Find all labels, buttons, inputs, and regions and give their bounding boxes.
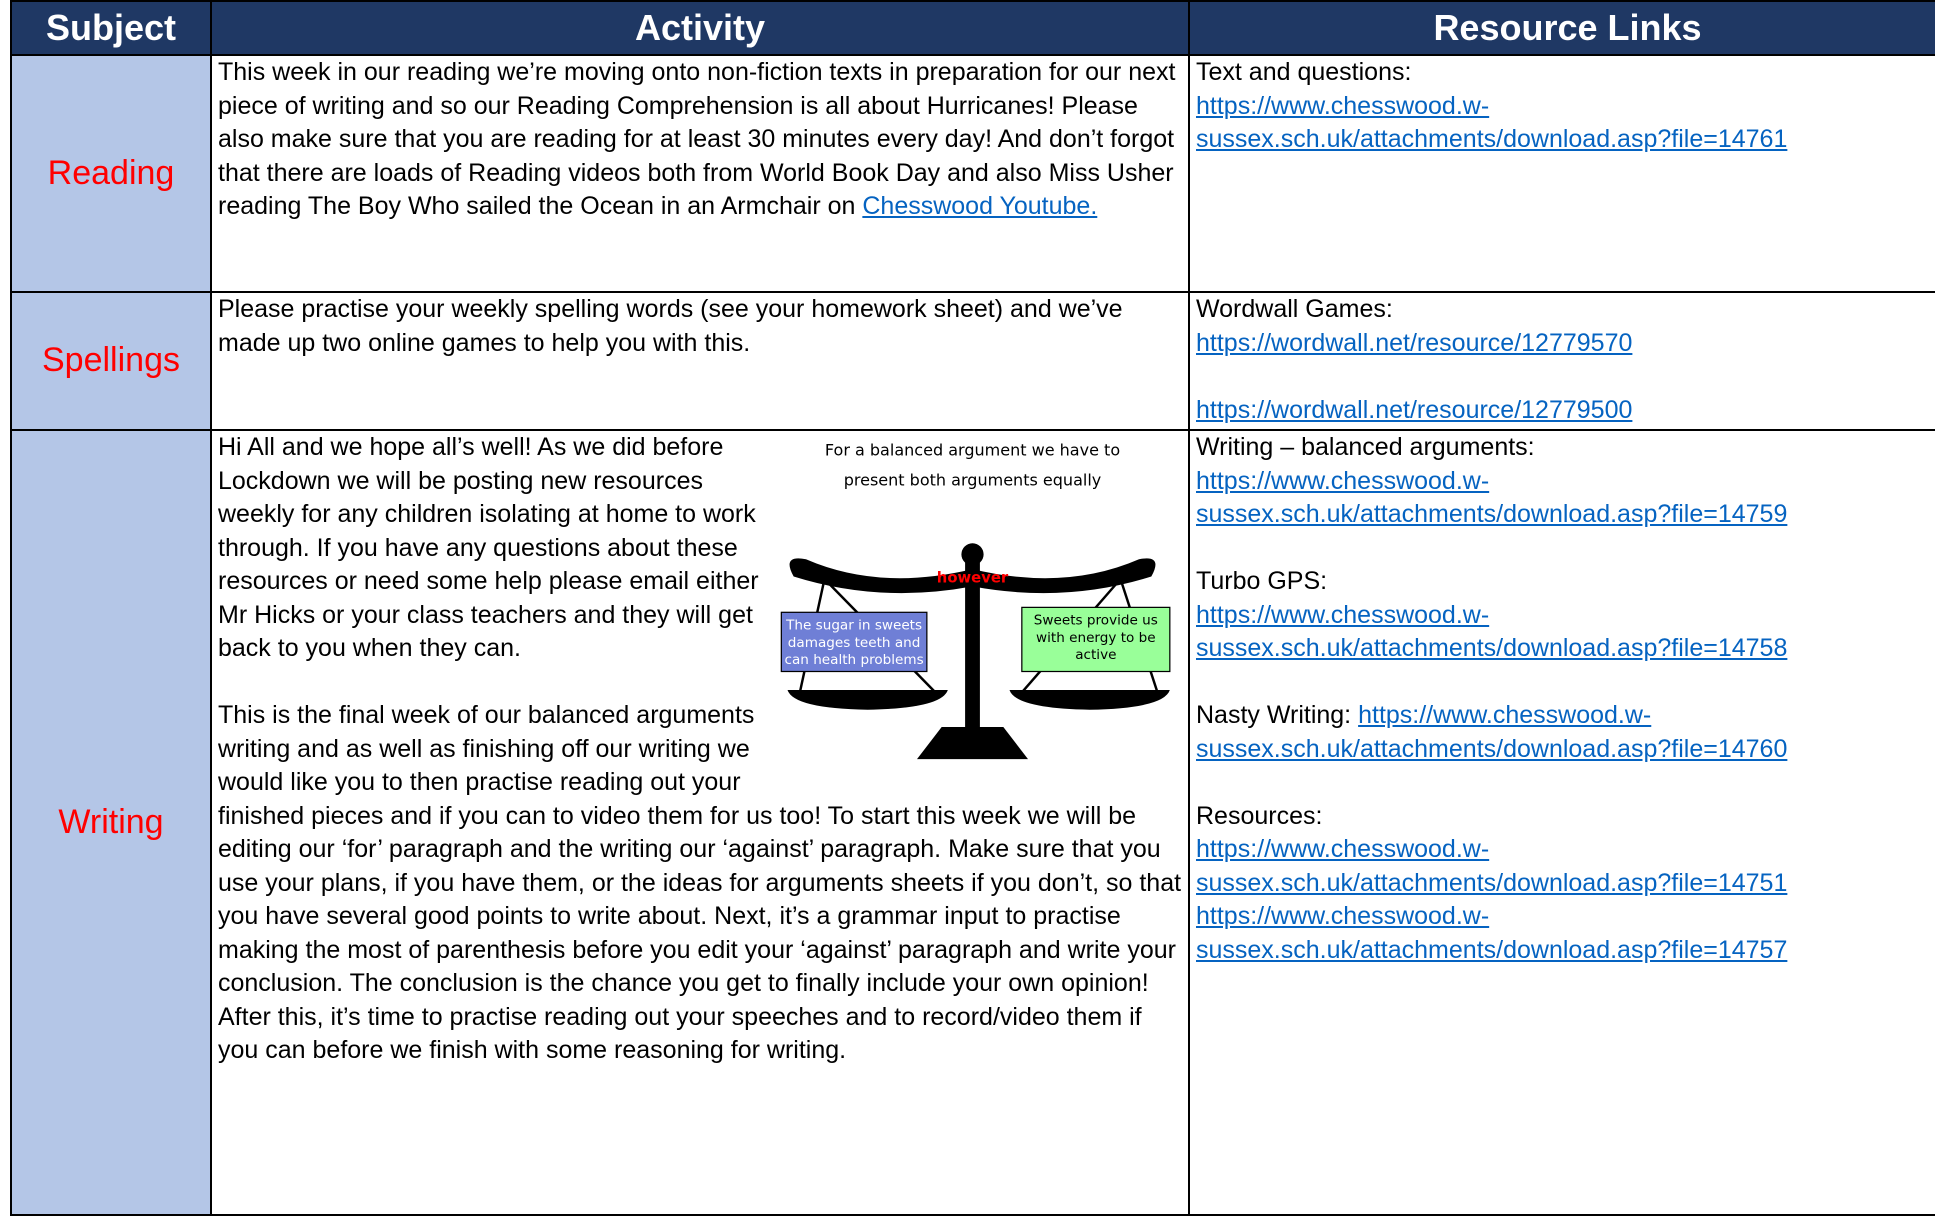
right-text: Sweets provide us with energy to be acti… [1033, 612, 1158, 663]
figure-title: For a balanced argument we have to presen… [825, 441, 1120, 490]
label: Wordwall Games: [1196, 295, 1393, 323]
pole [965, 554, 980, 740]
label: Nasty Writing: [1196, 701, 1352, 729]
label: Resources: [1196, 801, 1323, 830]
base [917, 727, 1028, 760]
balance-figure: For a balanced argument we have to presen… [780, 441, 1171, 760]
header-cell: Activity [210, 0, 1190, 56]
right-box [1021, 606, 1171, 673]
left-box [780, 611, 928, 673]
label: Writing – balanced arguments: [1196, 433, 1535, 461]
right-box-text: Sweets provide us with energy to be acti… [1033, 612, 1158, 663]
left-box-text: The sugar in sweets damages teeth and ca… [784, 617, 924, 668]
text: This week in our reading we’re moving on… [218, 58, 1176, 220]
link[interactable]: https://www.chesswood.w-sussex.sch.uk/at… [1196, 835, 1788, 897]
link[interactable]: https://www.chesswood.w-sussex.sch.uk/at… [1196, 91, 1788, 154]
activity: Please practise your weekly spelling wor… [210, 291, 1190, 431]
link[interactable]: https://www.chesswood.w-sussex.sch.uk/at… [1196, 902, 1788, 964]
link[interactable]: https://wordwall.net/resource/12779570 [1196, 328, 1633, 357]
activity: For a balanced argument we have to presen… [210, 429, 1190, 1216]
label: Turbo GPS: [1196, 567, 1328, 595]
timetable: Subject Activity Resource Links Reading … [10, 0, 1935, 1216]
resources: Text and questions: https://www.chesswoo… [1188, 54, 1935, 293]
resource-item: Resources: https://www.chesswood.w-susse… [1196, 800, 1935, 968]
link[interactable]: https://www.chesswood.w-sussex.sch.uk/at… [1196, 600, 1788, 663]
subject: Spellings [10, 291, 212, 431]
link[interactable]: https://www.chesswood.w-sussex.sch.uk/at… [1196, 701, 1788, 763]
row: Reading This week in our reading we’re m… [10, 54, 1935, 293]
row: Spellings Please practise your weekly sp… [10, 291, 1935, 431]
resources: Writing – balanced arguments: https://ww… [1188, 429, 1935, 1216]
link[interactable]: https://www.chesswood.w-sussex.sch.uk/at… [1196, 466, 1788, 529]
left-text: The sugar in sweets damages teeth and ca… [784, 617, 924, 668]
resource-item: Turbo GPS: https://www.chesswood.w-susse… [1196, 565, 1935, 666]
paragraph: This is the final week of our balanced a… [218, 701, 1182, 1064]
pan [787, 690, 948, 710]
connective: however [937, 570, 1009, 587]
text: Please practise your weekly spelling wor… [218, 295, 1123, 357]
spacer: https://wordwall.net/resource/12779500 [1196, 394, 1935, 428]
paragraph: Hi All and we hope all’s well! As we did… [218, 433, 759, 662]
link[interactable]: https://wordwall.net/resource/12779500 [1196, 395, 1633, 424]
row: Writing For a balanced argument we have … [10, 429, 1935, 1216]
header-row: Subject Activity Resource Links [10, 0, 1935, 56]
label: Text and questions: [1196, 58, 1412, 86]
resource-item: Nasty Writing: https://www.chesswood.w-s… [1196, 699, 1935, 766]
subject: Writing [10, 429, 212, 1216]
header-cell: Subject [10, 0, 212, 56]
subject: Reading [10, 54, 212, 293]
activity: This week in our reading we’re moving on… [210, 54, 1190, 293]
resources: Wordwall Games: https://wordwall.net/res… [1188, 291, 1935, 431]
link[interactable]: Chesswood Youtube. [862, 192, 1098, 220]
pan [1009, 690, 1170, 710]
header-cell: Resource Links [1188, 0, 1935, 56]
